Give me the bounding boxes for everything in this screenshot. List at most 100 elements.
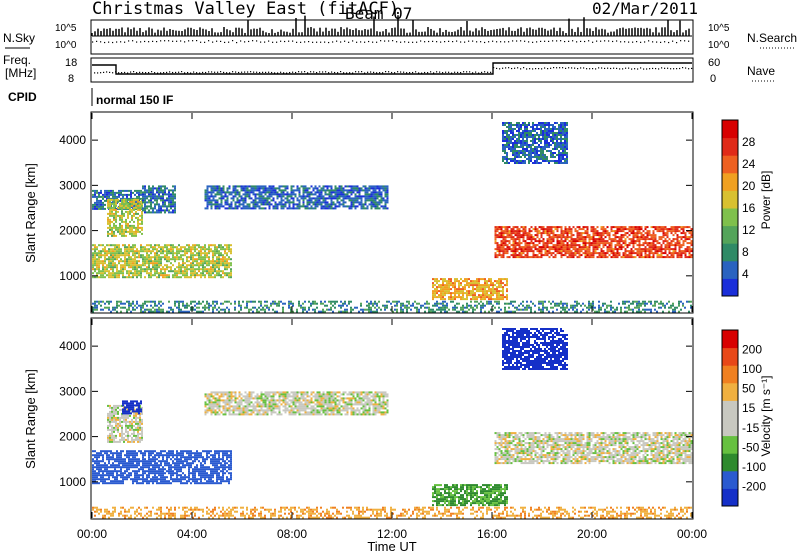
- echo-cell: [588, 234, 591, 237]
- echo-cell: [356, 189, 359, 192]
- echo-cell: [174, 276, 176, 279]
- echo-cell: [526, 148, 528, 150]
- echo-cell: [546, 238, 549, 241]
- echo-cell: [560, 128, 562, 130]
- echo-cell: [556, 226, 559, 229]
- echo-cell: [164, 185, 166, 188]
- echo-cell: [214, 207, 217, 210]
- echo-cell: [192, 270, 194, 273]
- echo-cell: [186, 270, 188, 273]
- echo-cell: [520, 146, 522, 148]
- echo-cell: [538, 256, 541, 259]
- echo-cell: [260, 197, 263, 200]
- echo-cell: [440, 294, 442, 297]
- echo-cell: [476, 278, 478, 281]
- echo-cell: [512, 238, 515, 241]
- echo-cell: [544, 154, 546, 156]
- echo-cell: [530, 256, 533, 259]
- echo-cell: [334, 197, 337, 200]
- echo-cell: [364, 185, 367, 188]
- echo-cell: [442, 280, 444, 283]
- echo-cell: [374, 191, 377, 194]
- echo-cell: [350, 199, 353, 202]
- nave-dot: [544, 67, 546, 69]
- echo-cell: [164, 191, 166, 194]
- echo-cell: [190, 266, 192, 269]
- echo-cell: [96, 306, 98, 309]
- echo-cell: [133, 200, 135, 203]
- echo-cell: [540, 140, 542, 142]
- echo-cell: [578, 236, 581, 239]
- echo-cell: [258, 205, 261, 208]
- echo-cell: [466, 296, 468, 299]
- echo-cell: [664, 228, 667, 231]
- echo-cell: [626, 256, 629, 259]
- echo-cell: [302, 195, 305, 198]
- echo-cell: [510, 124, 512, 126]
- echo-cell: [456, 278, 458, 281]
- echo-cell: [113, 202, 115, 205]
- nave-dot: [673, 68, 675, 70]
- echo-cell: [612, 250, 615, 253]
- echo-cell: [136, 256, 138, 259]
- nave-dot: [574, 67, 576, 69]
- echo-cell: [106, 274, 108, 277]
- echo-cell: [137, 204, 139, 207]
- echo-cell: [336, 205, 339, 208]
- echo-cell: [314, 207, 317, 210]
- echo-cell: [466, 278, 468, 281]
- echo-cell: [592, 250, 595, 253]
- echo-cell: [234, 191, 237, 194]
- echo-cell: [200, 250, 202, 253]
- echo-cell: [136, 252, 138, 255]
- echo-cell: [578, 226, 581, 229]
- echo-cell: [346, 185, 349, 188]
- echo-cell: [228, 266, 230, 269]
- echo-cell: [166, 252, 168, 255]
- echo-cell: [142, 185, 144, 188]
- echo-cell: [506, 230, 509, 233]
- echo-cell: [498, 244, 501, 247]
- echo-cell: [186, 276, 188, 279]
- search-noise-dot: [208, 40, 210, 42]
- echo-cell: [102, 300, 104, 303]
- echo-cell: [686, 256, 689, 259]
- echo-cell: [108, 302, 110, 305]
- echo-cell: [512, 154, 514, 156]
- echo-cell: [600, 234, 603, 237]
- echo-cell: [520, 248, 523, 251]
- echo-cell: [144, 197, 146, 200]
- echo-cell: [560, 138, 562, 140]
- echo-cell: [158, 276, 160, 279]
- echo-cell: [654, 240, 657, 243]
- echo-cell: [258, 193, 261, 196]
- echo-cell: [566, 140, 568, 142]
- echo-cell: [127, 204, 129, 207]
- echo-cell: [252, 207, 255, 210]
- echo-cell: [504, 158, 506, 160]
- echo-cell: [658, 242, 661, 245]
- echo-cell: [560, 232, 563, 235]
- echo-cell: [109, 232, 111, 235]
- search-noise-dot: [448, 40, 450, 42]
- echo-cell: [660, 244, 663, 247]
- echo-cell: [518, 236, 521, 239]
- echo-cell: [688, 230, 691, 233]
- echo-cell: [104, 276, 106, 279]
- echo-cell: [252, 201, 255, 204]
- echo-cell: [340, 203, 343, 206]
- echo-cell: [176, 256, 178, 259]
- echo-cell: [484, 282, 486, 285]
- echo-cell: [238, 199, 241, 202]
- echo-cell: [502, 122, 504, 124]
- echo-cell: [188, 276, 190, 279]
- search-noise-dot: [472, 40, 474, 42]
- nave-dot: [568, 67, 570, 69]
- echo-cell: [358, 189, 361, 192]
- echo-cell: [506, 126, 508, 128]
- echo-cell: [518, 162, 520, 164]
- echo-cell: [516, 232, 519, 235]
- echo-cell: [164, 189, 166, 192]
- echo-cell: [126, 262, 128, 265]
- echo-cell: [150, 201, 152, 204]
